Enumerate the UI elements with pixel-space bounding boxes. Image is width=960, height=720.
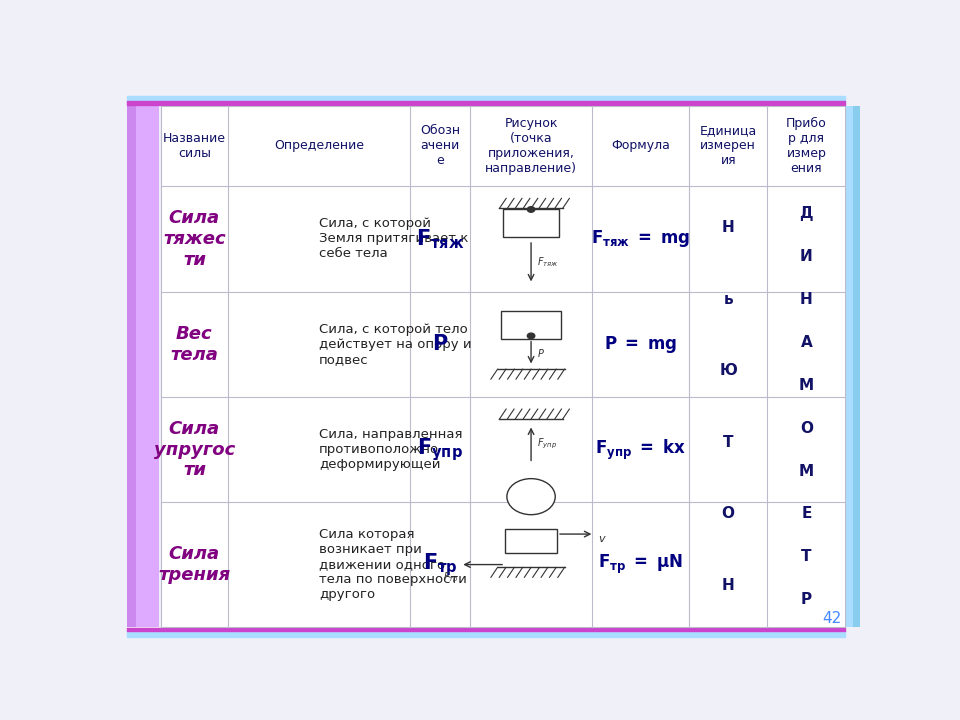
Text: О: О (800, 420, 813, 436)
Text: И: И (800, 248, 813, 264)
Text: Р: Р (801, 593, 812, 608)
Bar (128, 106, 136, 627)
Text: $\mathbf{F}_{\mathbf{тр}}\ \mathbf{=\ \mu N}$: $\mathbf{F}_{\mathbf{тр}}\ \mathbf{=\ \m… (598, 553, 684, 576)
Text: $\mathbf{P}$: $\mathbf{P}$ (432, 334, 448, 354)
Text: А: А (801, 335, 812, 350)
Text: М: М (799, 377, 814, 392)
Text: Т: Т (723, 435, 733, 450)
Text: $\mathbf{F}_{\mathbf{тяж}}$: $\mathbf{F}_{\mathbf{тяж}}$ (416, 227, 465, 251)
Text: Н: Н (722, 578, 734, 593)
Bar (503, 210, 559, 237)
Text: Формула: Формула (612, 140, 670, 153)
Text: Д: Д (800, 206, 813, 221)
Text: Н: Н (722, 220, 734, 235)
Bar (505, 528, 557, 554)
Text: Прибо
р для
измер
ения: Прибо р для измер ения (786, 117, 827, 175)
Text: Ю: Ю (719, 364, 737, 378)
Text: О: О (722, 506, 734, 521)
Text: $\mathbf{F}_{\mathbf{тр}}$: $\mathbf{F}_{\mathbf{тр}}$ (422, 552, 457, 578)
Text: Сила
трения: Сила трения (158, 545, 230, 584)
Text: М: М (799, 464, 814, 479)
Text: $F_{упр}$: $F_{упр}$ (537, 437, 557, 451)
Text: v: v (598, 534, 605, 544)
Text: Т: Т (801, 549, 811, 564)
Text: $\mathbf{F}_{\mathbf{упр}}$: $\mathbf{F}_{\mathbf{упр}}$ (417, 436, 463, 463)
Text: Сила, направленная
противоположно
деформирующей: Сила, направленная противоположно деформ… (319, 428, 463, 471)
Text: $\mathbf{F}_{\mathbf{упр}}\ \mathbf{=\ kx}$: $\mathbf{F}_{\mathbf{упр}}\ \mathbf{=\ k… (595, 438, 686, 462)
Text: Обозн
ачени
е: Обозн ачени е (420, 125, 460, 168)
Text: Название
силы: Название силы (163, 132, 226, 160)
Bar (501, 311, 561, 338)
Text: Сила, с которой тело
действует на опору и
подвес: Сила, с которой тело действует на опору … (319, 323, 471, 366)
Text: Сила
упругос
ти: Сила упругос ти (154, 420, 235, 480)
Text: Е: Е (802, 506, 811, 521)
Text: $F_{тр}$: $F_{тр}$ (444, 570, 459, 585)
Text: ь: ь (724, 292, 733, 307)
Text: Н: Н (800, 292, 813, 307)
Text: Сила которая
возникает при
движении одного
тела по поверхности
другого: Сила которая возникает при движении одно… (319, 528, 467, 601)
Text: 42: 42 (823, 611, 842, 626)
Bar (846, 106, 852, 627)
Text: Единица
измерен
ия: Единица измерен ия (700, 125, 756, 168)
Text: $P$: $P$ (537, 346, 545, 359)
Text: $\mathbf{F}_{\mathbf{тяж}}\ \mathbf{=\ mg}$: $\mathbf{F}_{\mathbf{тяж}}\ \mathbf{=\ m… (591, 228, 690, 249)
Circle shape (527, 333, 535, 338)
Text: Вес
тела: Вес тела (171, 325, 218, 364)
Ellipse shape (507, 479, 555, 515)
Text: Рисунок
(точка
приложения,
направление): Рисунок (точка приложения, направление) (485, 117, 577, 175)
Text: Сила
тяжес
ти: Сила тяжес ти (163, 209, 226, 269)
Text: $\mathbf{P\ =\ mg}$: $\mathbf{P\ =\ mg}$ (604, 333, 678, 355)
Text: Определение: Определение (274, 140, 364, 153)
Text: $F_{тяж}$: $F_{тяж}$ (537, 256, 559, 269)
Bar (136, 106, 158, 627)
Bar (852, 106, 860, 627)
Text: Сила, с которой
Земля притягивает к
себе тела: Сила, с которой Земля притягивает к себе… (319, 217, 468, 261)
Circle shape (527, 207, 535, 212)
